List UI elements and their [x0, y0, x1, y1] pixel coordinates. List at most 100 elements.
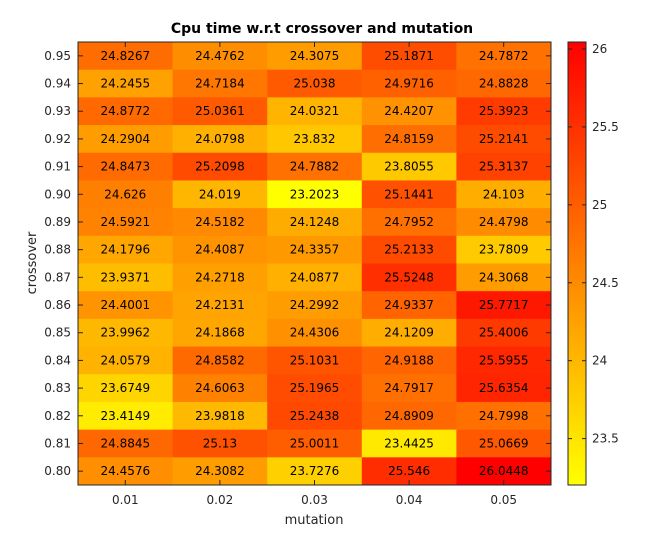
cell-value-label: 25.2098	[195, 160, 245, 174]
heatmap-cell	[172, 235, 268, 264]
cell-value-label: 24.8845	[100, 436, 150, 450]
heatmap-cell	[267, 291, 363, 320]
cell-value-label: 25.2438	[290, 409, 340, 423]
heatmap-cell	[78, 318, 174, 348]
cell-value-label: 23.8055	[384, 160, 434, 174]
heatmap-cell	[267, 152, 363, 181]
cell-value-label: 24.2131	[195, 298, 245, 312]
cell-value-label: 25.3137	[479, 160, 529, 174]
cell-value-label: 25.13	[203, 436, 237, 450]
cell-value-label: 24.3357	[290, 243, 340, 257]
cell-value-label: 24.9337	[384, 298, 434, 312]
heatmap-cell	[172, 263, 268, 292]
cell-value-label: 23.9962	[100, 326, 150, 340]
heatmap-cell	[172, 429, 268, 458]
y-tick-label: 0.95	[44, 49, 71, 63]
cell-value-label: 23.9818	[195, 409, 245, 423]
cell-value-label: 23.4425	[384, 436, 434, 450]
cell-value-label: 24.7952	[384, 215, 434, 229]
heatmap-cell	[78, 374, 174, 403]
cell-value-label: 24.2904	[100, 132, 150, 146]
y-tick-label: 0.81	[44, 436, 71, 450]
heatmap-cell	[361, 208, 457, 237]
cell-value-label: 24.5182	[195, 215, 245, 229]
cell-value-label: 25.7717	[479, 298, 529, 312]
heatmap-cell	[172, 208, 268, 237]
heatmap-cell	[78, 208, 174, 237]
y-tick-label: 0.94	[44, 77, 71, 91]
y-tick-label: 0.87	[44, 270, 71, 284]
x-axis-ticks: 0.01 0.02 0.03 0.04 0.05	[112, 42, 517, 507]
heatmap-cell	[456, 429, 552, 458]
heatmap-cell	[172, 291, 268, 320]
cell-value-label: 24.8828	[479, 77, 529, 91]
cell-value-label: 24.4306	[290, 326, 340, 340]
heatmap-cell	[361, 291, 457, 320]
y-tick-label: 0.80	[44, 464, 71, 478]
cell-value-label: 24.1209	[384, 326, 434, 340]
cell-value-label: 25.5955	[479, 353, 529, 367]
heatmap-cell	[361, 263, 457, 292]
cell-value-label: 24.4798	[479, 215, 529, 229]
cell-value-label: 25.1031	[290, 353, 340, 367]
y-tick-label: 0.86	[44, 298, 71, 312]
x-tick-label: 0.03	[301, 493, 328, 507]
heatmap-cell	[456, 208, 552, 237]
heatmap-cell	[267, 180, 363, 209]
x-axis-label: mutation	[285, 513, 344, 528]
cell-value-label: 24.1248	[290, 215, 340, 229]
cell-value-label: 23.9371	[100, 270, 150, 284]
cell-value-label: 25.3923	[479, 104, 529, 118]
y-tick-label: 0.83	[44, 381, 71, 395]
y-tick-label: 0.84	[44, 353, 71, 367]
cell-value-label: 24.0877	[290, 270, 340, 284]
cell-value-label: 24.0321	[290, 104, 340, 118]
cell-value-label: 25.1965	[290, 381, 340, 395]
cell-value-label: 23.2023	[290, 187, 340, 201]
y-tick-label: 0.91	[44, 160, 71, 174]
y-tick-label: 0.82	[44, 409, 71, 423]
heatmap-cell	[267, 346, 363, 375]
cell-value-label: 24.0798	[195, 132, 245, 146]
cell-value-label: 24.7882	[290, 160, 340, 174]
cell-value-label: 24.3068	[479, 270, 529, 284]
heatmap-cell	[456, 291, 552, 320]
colorbar-tick-label: 23.5	[592, 432, 619, 446]
cell-value-label: 24.3075	[290, 49, 340, 63]
cell-value-label: 24.5921	[100, 215, 150, 229]
cell-value-label: 24.8473	[100, 160, 150, 174]
heatmap-cell	[361, 429, 457, 458]
cell-value-label: 23.832	[294, 132, 336, 146]
cell-value-label: 24.0579	[100, 353, 150, 367]
colorbar-tick-label: 25	[592, 198, 607, 212]
heatmap-cell	[361, 401, 457, 431]
y-tick-label: 0.89	[44, 215, 71, 229]
cell-value-label: 24.103	[483, 187, 525, 201]
cell-value-label: 24.2718	[195, 270, 245, 284]
colorbar-tick-label: 24.5	[592, 276, 619, 290]
y-tick-label: 0.92	[44, 132, 71, 146]
heatmap-cell	[267, 318, 363, 348]
heatmap-cell	[456, 346, 552, 375]
heatmap-cell	[361, 97, 457, 126]
heatmap-cell	[456, 152, 552, 181]
cell-value-label: 24.7998	[479, 409, 529, 423]
heatmap-cell	[267, 97, 363, 126]
heatmap-cell	[361, 235, 457, 264]
heatmap-cell	[456, 263, 552, 292]
cell-value-label: 24.8772	[100, 104, 150, 118]
y-tick-label: 0.85	[44, 326, 71, 340]
cell-value-label: 25.6354	[479, 381, 529, 395]
cell-value-label: 24.2455	[100, 77, 150, 91]
cell-value-label: 24.8582	[195, 353, 245, 367]
heatmap-cell	[172, 125, 268, 154]
heatmap-cell	[78, 291, 174, 320]
cell-value-label: 24.7917	[384, 381, 434, 395]
heatmap-cell	[361, 318, 457, 348]
cell-value-label: 24.4087	[195, 243, 245, 257]
cell-value-label: 24.9716	[384, 77, 434, 91]
heatmap-cell	[267, 429, 363, 458]
y-tick-label: 0.90	[44, 187, 71, 201]
cell-value-label: 24.7184	[195, 77, 245, 91]
